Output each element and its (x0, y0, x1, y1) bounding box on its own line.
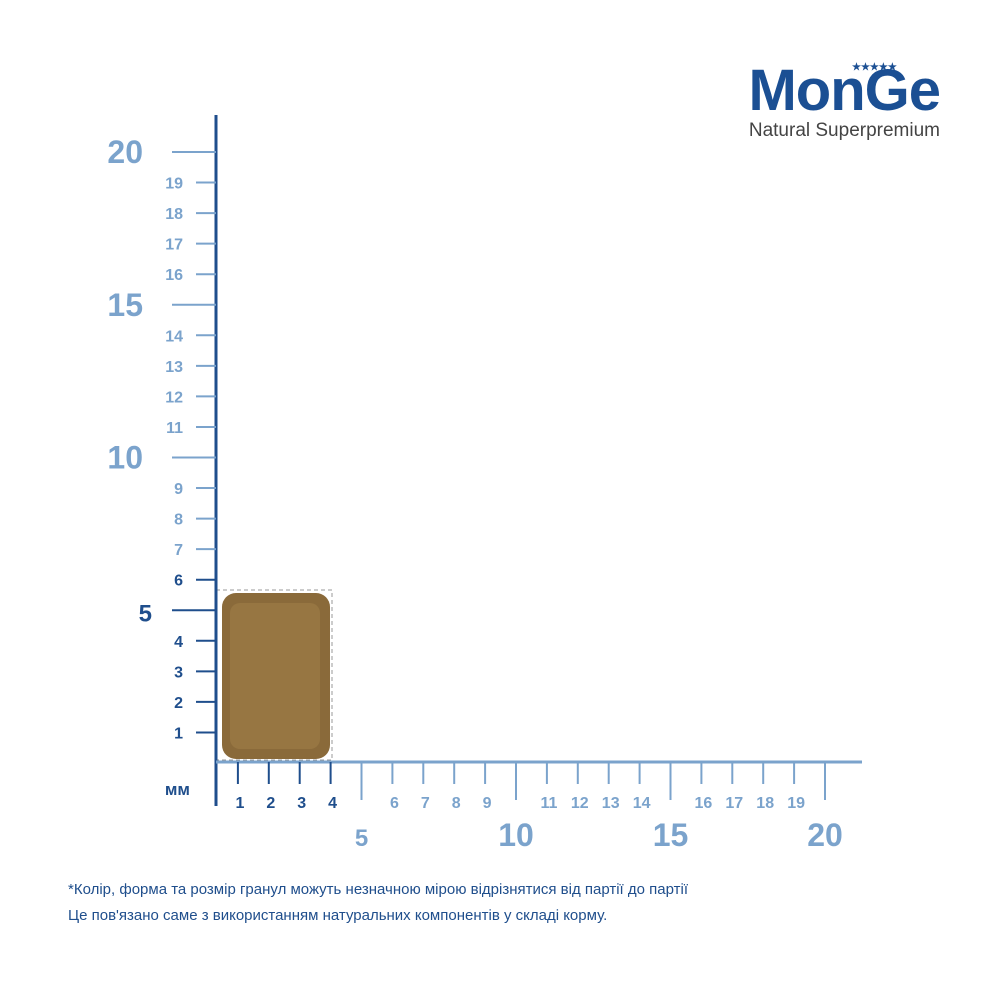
tick-label: 7 (174, 542, 183, 559)
tick-label: 20 (107, 134, 143, 170)
tick-label: 17 (165, 237, 183, 254)
tick-label: 10 (107, 440, 143, 476)
tick-label: 13 (165, 359, 183, 376)
brand-tagline: Natural Superpremium (749, 120, 940, 141)
tick-label: 3 (297, 795, 306, 812)
tick-label: 19 (165, 176, 183, 193)
tick-label: 5 (139, 600, 152, 627)
tick-label: 10 (498, 817, 534, 853)
tick-label: 18 (165, 206, 183, 223)
tick-label: 3 (174, 664, 183, 681)
tick-label: 11 (166, 420, 183, 437)
tick-label: 18 (756, 795, 774, 812)
tick-label: 4 (174, 634, 183, 651)
tick-label: 2 (266, 795, 275, 812)
tick-label: 9 (483, 795, 492, 812)
tick-label: 12 (165, 389, 183, 406)
tick-label: 20 (807, 817, 843, 853)
tick-label: 9 (174, 481, 183, 498)
tick-label: 13 (602, 795, 620, 812)
footnote: *Колір, форма та розмір гранул можуть не… (68, 881, 689, 924)
kibble-texture (230, 603, 320, 749)
tick-label: 16 (695, 795, 713, 812)
tick-label: 12 (571, 795, 589, 812)
tick-label: 8 (452, 795, 461, 812)
tick-label: 1 (235, 795, 244, 812)
footnote-line: Це пов'язано саме з використанням натура… (68, 907, 607, 924)
tick-label: 4 (328, 795, 337, 812)
tick-label: 5 (355, 825, 368, 852)
unit-label: мм (165, 780, 190, 799)
tick-label: 7 (421, 795, 430, 812)
tick-label: 19 (787, 795, 805, 812)
tick-label: 14 (633, 795, 651, 812)
tick-label: 15 (107, 287, 143, 323)
svg-text:★★★★★: ★★★★★ (852, 62, 897, 73)
tick-label: 6 (174, 573, 183, 590)
tick-label: 8 (174, 512, 183, 529)
logo-stars: ★★★★★ (852, 62, 897, 73)
tick-label: 15 (653, 817, 689, 853)
tick-label: 2 (174, 695, 183, 712)
tick-label: 1 (174, 725, 183, 742)
tick-label: 6 (390, 795, 399, 812)
tick-label: 14 (165, 328, 183, 345)
footnote-line: *Колір, форма та розмір гранул можуть не… (68, 881, 689, 898)
tick-label: 16 (165, 267, 183, 284)
tick-label: 11 (540, 795, 557, 812)
tick-label: 17 (725, 795, 743, 812)
brand-logo: MonGe (748, 58, 940, 123)
